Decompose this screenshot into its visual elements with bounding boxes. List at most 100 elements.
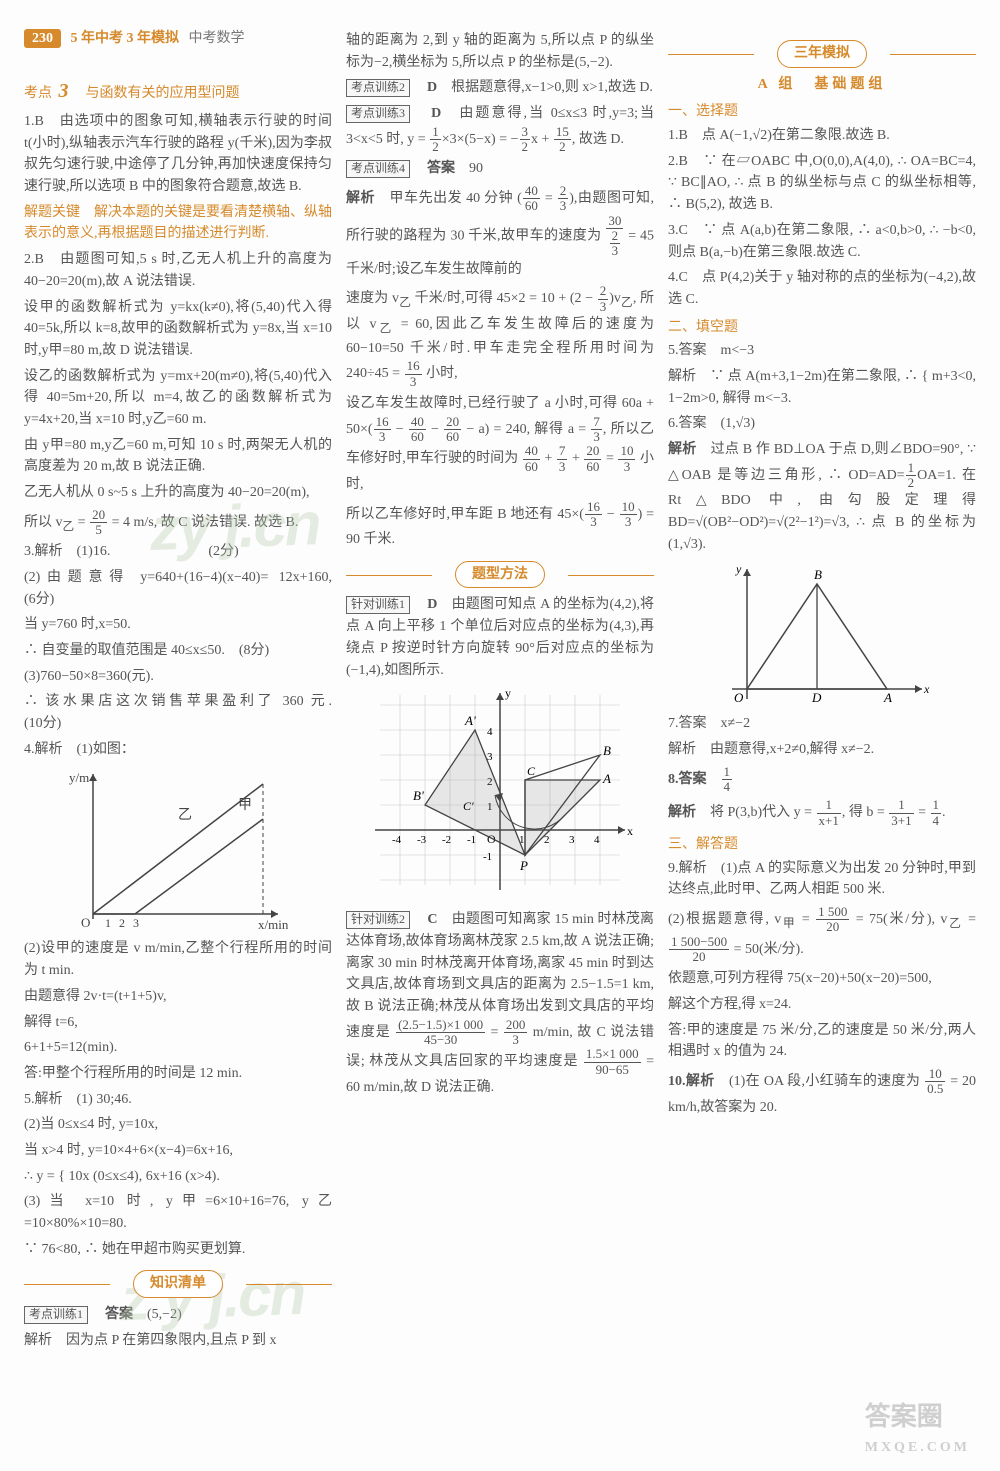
page-number: 230 bbox=[24, 29, 61, 48]
q4e: 6+1+5=12(min). bbox=[24, 1037, 332, 1059]
svg-text:x/min: x/min bbox=[258, 917, 289, 932]
c3-q5b: 解析 ∵ 点 A(m+3,1−2m)在第二象限, ∴ { m+3<0, 1−2m… bbox=[668, 366, 976, 409]
c3-q8b: 解析 将 P(3,b)代入 y = 1x+1, 得 b = 13+1 = 14. bbox=[668, 798, 976, 828]
svg-text:y/m: y/m bbox=[69, 770, 89, 785]
cat-tk: 二、填空题 bbox=[668, 317, 976, 339]
c3-q5a: 5.答案 m<−3 bbox=[668, 340, 976, 362]
svg-text:4: 4 bbox=[594, 834, 600, 846]
c2-xl4c: 速度为 v乙 千米/时,可得 45×2 = 10 + (2 − 23)v乙, 所… bbox=[346, 284, 654, 389]
q5c: 当 x>4 时, y=10×4+6×(x−4)=6x+16, bbox=[24, 1140, 332, 1162]
q2d: 由 y甲=80 m,y乙=60 m,可知 10 s 时,两架无人机的高度差为 2… bbox=[24, 435, 332, 478]
c3-q8a: 8.答案 14 bbox=[668, 765, 976, 795]
c2-xl4a: 考点训练4 答案 90 bbox=[346, 158, 654, 180]
c2-xl4d: 设乙车发生故障时,已经行驶了 a 小时,可得 60a + 50×(163 − 4… bbox=[346, 393, 654, 496]
q3d: ∴ 自变量的取值范围是 40≤x≤50. (8分) bbox=[24, 640, 332, 662]
c3-q6b: 解析 过点 B 作 BD⊥OA 于点 D,则∠BDO=90°, ∵ △OAB 是… bbox=[668, 439, 976, 555]
column-2: 轴的距离为 2,到 y 轴的距离为 5,所以点 P 的纵坐标为−2,横坐标为 5… bbox=[346, 30, 654, 1355]
svg-text:3: 3 bbox=[569, 834, 575, 846]
cat-jd: 三、解答题 bbox=[668, 834, 976, 856]
graph-1: y/m x/min O 1 2 3 乙 甲 bbox=[63, 764, 293, 934]
q4d: 解得 t=6, bbox=[24, 1012, 332, 1034]
c3-q4: 4.C 点 P(4,2)关于 y 轴对称的点的坐标为(−4,2),故选 C. bbox=[668, 267, 976, 310]
c3-q9b: (2)根据题意得, v甲 = 1 50020 = 75(米/分), v乙 = 1… bbox=[668, 905, 976, 964]
c2-xl4e: 所以乙车修好时,甲车距 B 地还有 45×(163 − 103) = 90 千米… bbox=[346, 500, 654, 551]
c3-q1: 1.B 点 A(−1,√2)在第二象限.故选 B. bbox=[668, 125, 976, 147]
kaodian-3-title: 考点 3 考点 3 与函数有关的应用型问题与函数有关的应用型问题 bbox=[24, 76, 332, 107]
svg-text:y: y bbox=[505, 686, 511, 700]
c3-q10: 10.解析 (1)在 OA 段,小红骑车的速度为 100.5 = 20 km/h… bbox=[668, 1067, 976, 1118]
c3-q3: 3.C ∵ 点 A(a,b)在第二象限, ∴ a<0,b>0, ∴ −b<0,则… bbox=[668, 220, 976, 263]
svg-text:-3: -3 bbox=[417, 834, 427, 846]
c2-xl2: 考点训练2 D 根据题意得,x−1>0,则 x>1,故选 D. bbox=[346, 77, 654, 99]
q5a: 5.解析 (1) 30;46. bbox=[24, 1089, 332, 1111]
svg-text:B': B' bbox=[413, 788, 424, 803]
svg-text:-1: -1 bbox=[467, 834, 476, 846]
a-group: A 组 基础题组 bbox=[668, 74, 976, 96]
c2-xl3: 考点训练3 D 由题意得,当 0≤x≤3 时,y=3;当 3<x<5 时, y … bbox=[346, 103, 654, 154]
q2a: 2.B 由题图可知,5 s 时,乙无人机上升的高度为 40−20=20(m),故… bbox=[24, 249, 332, 292]
column-3: 三年模拟 A 组 基础题组 一、选择题 1.B 点 A(−1,√2)在第二象限.… bbox=[668, 30, 976, 1355]
svg-text:1: 1 bbox=[105, 916, 111, 930]
zs1b: 解析 因为点 P 在第四象限内,且点 P 到 x bbox=[24, 1330, 332, 1352]
c2-zd2: 针对训练2 C 由题图可知离家 15 min 时林茂离达体育场,故体育场离林茂家… bbox=[346, 909, 654, 1098]
svg-text:D: D bbox=[811, 690, 822, 705]
q5f: ∵ 76<80, ∴ 她在甲超市购买更划算. bbox=[24, 1239, 332, 1261]
c3-q7a: 7.答案 x≠−2 bbox=[668, 713, 976, 735]
c3-q9e: 答:甲的速度是 75 米/分,乙的速度是 50 米/分,两人相遇时 x 的值为 … bbox=[668, 1020, 976, 1063]
q1: 1.B 由选项中的图象可知,横轴表示行驶的时间 t(小时),纵轴表示汽车行驶的路… bbox=[24, 111, 332, 198]
q5e: (3)当 x=10 时, y甲=6×10+16=76, y乙=10×80%×10… bbox=[24, 1191, 332, 1234]
svg-text:-4: -4 bbox=[392, 834, 402, 846]
q3c: 当 y=760 时,x=50. bbox=[24, 614, 332, 636]
svg-text:O: O bbox=[81, 915, 90, 930]
svg-text:B: B bbox=[814, 567, 822, 582]
graph-3: O D A B x y bbox=[712, 559, 932, 709]
svg-text:4: 4 bbox=[487, 726, 493, 738]
section-tixing: 题型方法 bbox=[346, 561, 654, 589]
q3e: (3)760−50×8=360(元). bbox=[24, 666, 332, 688]
c3-q7b: 解析 由题意得,x+2≠0,解得 x≠−2. bbox=[668, 739, 976, 761]
c2-xl4b: 解析 甲车先出发 40 分钟 (4060 = 23),由题图可知,所行驶的路程为… bbox=[346, 184, 654, 280]
svg-text:-1: -1 bbox=[483, 851, 492, 863]
q3f: ∴ 该水果店这次销售苹果盈利了 360 元. (10分) bbox=[24, 691, 332, 734]
section-sannian: 三年模拟 bbox=[668, 40, 976, 68]
c3-q9c: 依题意,可列方程得 75(x−20)+50(x−20)=500, bbox=[668, 968, 976, 990]
c3-q9a: 9.解析 (1)点 A 的实际意义为出发 20 分钟时,甲到达终点,此时甲、乙两… bbox=[668, 858, 976, 901]
q2f: 所以 v乙 = 205 = 4 m/s, 故 C 说法错误. 故选 B. bbox=[24, 508, 332, 538]
svg-text:O: O bbox=[734, 690, 744, 705]
c3-q2: 2.B ∵ 在▱OABC 中,O(0,0),A(4,0), ∴ OA=BC=4,… bbox=[668, 151, 976, 216]
svg-text:2: 2 bbox=[119, 916, 125, 930]
book-title: 5 年中考 3 年模拟 bbox=[71, 31, 180, 46]
svg-text:C: C bbox=[527, 764, 536, 778]
svg-text:B: B bbox=[603, 743, 611, 758]
svg-text:A: A bbox=[602, 771, 611, 786]
svg-text:-2: -2 bbox=[442, 834, 451, 846]
q1-key: 解题关键 解决本题的关键是要看清楚横轴、纵轴表示的意义,再根据题目的描述进行判断… bbox=[24, 202, 332, 245]
q5b: (2)当 0≤x≤4 时, y=10x, bbox=[24, 1114, 332, 1136]
footer-watermark: 答案圈MXQE.COM bbox=[865, 1397, 970, 1459]
svg-text:3: 3 bbox=[133, 916, 139, 930]
svg-text:P: P bbox=[519, 858, 528, 873]
svg-text:甲: 甲 bbox=[238, 798, 252, 813]
page-header: 230 5 年中考 3 年模拟 中考数学 bbox=[24, 28, 245, 50]
column-1: 考点 3 考点 3 与函数有关的应用型问题与函数有关的应用型问题 1.B 由选项… bbox=[24, 70, 332, 1355]
svg-text:A: A bbox=[883, 690, 892, 705]
zs1: 考点训练1 答案 (5,−2) bbox=[24, 1304, 332, 1326]
svg-text:乙: 乙 bbox=[178, 807, 192, 823]
svg-text:C': C' bbox=[463, 799, 474, 813]
page-body: 考点 3 考点 3 与函数有关的应用型问题与函数有关的应用型问题 1.B 由选项… bbox=[0, 0, 1000, 1375]
q4a: 4.解析 (1)如图： bbox=[24, 739, 332, 761]
svg-text:x: x bbox=[627, 824, 633, 838]
cat-xz: 一、选择题 bbox=[668, 101, 976, 123]
c2-top: 轴的距离为 2,到 y 轴的距离为 5,所以点 P 的纵坐标为−2,横坐标为 5… bbox=[346, 30, 654, 73]
graph-2: xy O 12 34 -1-2 -3-4 12 34 -1 A B P A' B… bbox=[365, 685, 635, 905]
q2b: 设甲的函数解析式为 y=kx(k≠0),将(5,40)代入得 40=5k,所以 … bbox=[24, 297, 332, 362]
book-subtitle: 中考数学 bbox=[189, 31, 245, 46]
section-zhishi: 知识清单 bbox=[24, 1270, 332, 1298]
q3a: 3.解析 (1)16. (2分) bbox=[24, 541, 332, 563]
svg-text:A': A' bbox=[464, 713, 476, 728]
q4b: (2)设甲的速度是 v m/min,乙整个行程所用的时间为 t min. bbox=[24, 938, 332, 981]
q2c: 设乙的函数解析式为 y=mx+20(m≠0),将(5,40)代入得 40=5m+… bbox=[24, 366, 332, 431]
q4c: 由题意得 2v·t=(t+1+5)v, bbox=[24, 986, 332, 1008]
q4f: 答:甲整个行程所用的时间是 12 min. bbox=[24, 1063, 332, 1085]
q2e: 乙无人机从 0 s~5 s 上升的高度为 40−20=20(m), bbox=[24, 482, 332, 504]
